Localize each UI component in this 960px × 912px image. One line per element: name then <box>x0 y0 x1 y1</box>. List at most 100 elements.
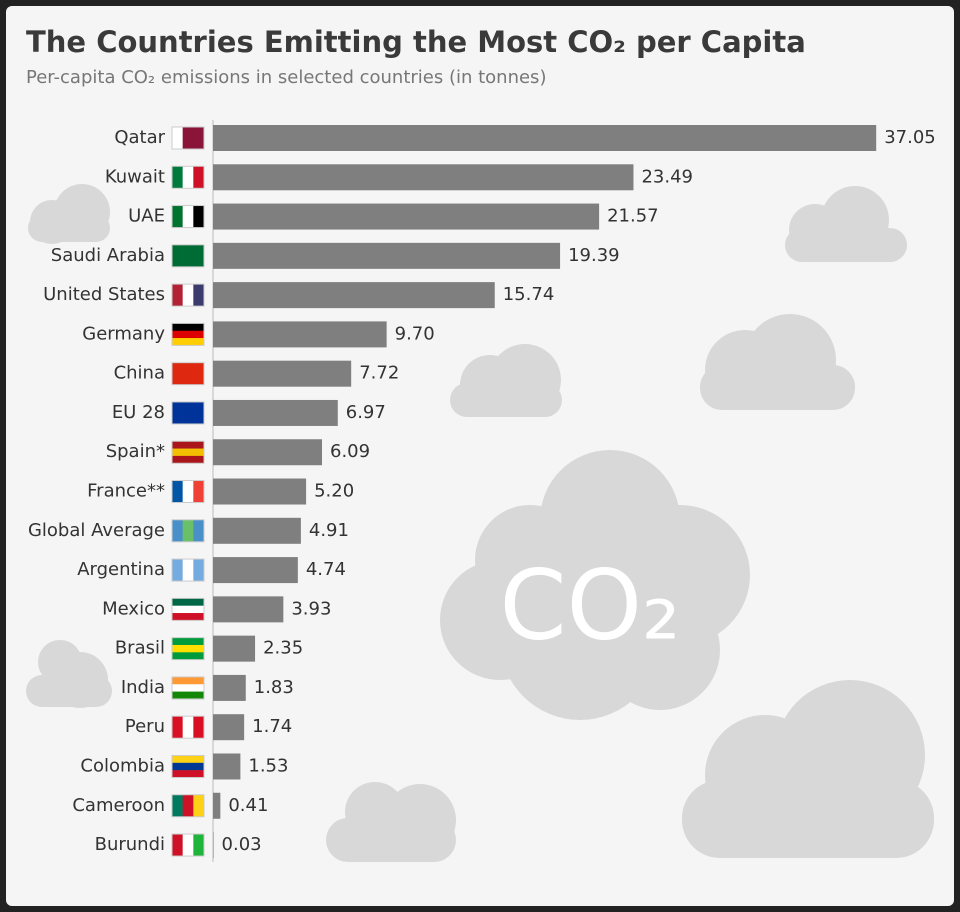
flag-border <box>171 715 205 739</box>
category-label: Peru <box>125 716 165 737</box>
bar <box>213 635 256 662</box>
bar <box>213 832 214 859</box>
flag-stripe <box>182 127 194 149</box>
value-label: 4.91 <box>309 520 349 541</box>
flag-border <box>171 126 205 150</box>
category-label: Burundi <box>95 834 165 855</box>
flag-stripe <box>182 205 194 228</box>
flag-border <box>171 833 205 857</box>
flag-border <box>171 597 205 621</box>
category-label: EU 28 <box>112 402 165 423</box>
category-label: Brasil <box>115 638 165 659</box>
flag-stripe <box>182 559 194 582</box>
flag-stripe <box>172 323 204 332</box>
flag-stripe <box>172 605 204 614</box>
flag-border <box>171 322 205 346</box>
flag-stripe <box>193 244 205 267</box>
value-label: 21.57 <box>607 206 659 227</box>
category-label: UAE <box>128 206 165 227</box>
flag-stripe <box>172 794 183 817</box>
bar <box>213 203 600 230</box>
flag-stripe <box>172 770 204 778</box>
flag-stripe <box>193 834 205 857</box>
category-label: United States <box>43 284 165 305</box>
bar <box>213 439 323 466</box>
flag-stripe <box>193 716 205 739</box>
category-label: Spain* <box>106 441 165 462</box>
value-label: 7.72 <box>359 363 399 384</box>
cloud <box>28 184 110 244</box>
flag-stripe <box>193 166 205 189</box>
flag-border <box>171 205 205 229</box>
flag-stripe <box>172 284 183 307</box>
flag-stripe <box>172 684 204 692</box>
value-label: 1.83 <box>254 677 294 698</box>
flag-stripe <box>193 794 205 817</box>
flag-border <box>171 637 205 661</box>
flag-stripe <box>182 716 194 739</box>
cloud <box>326 782 456 862</box>
value-label: 15.74 <box>503 284 555 305</box>
flag-stripe <box>182 244 194 267</box>
clouds <box>26 184 934 862</box>
value-label: 5.20 <box>314 481 354 502</box>
category-label: India <box>121 677 165 698</box>
flag-stripe <box>172 441 204 449</box>
cloud <box>440 450 750 720</box>
bar <box>213 242 561 269</box>
flag-stripe <box>172 166 183 189</box>
flag-stripe <box>172 652 204 660</box>
category-label: Qatar <box>114 127 165 148</box>
flag-stripe <box>193 559 205 582</box>
flag-stripe <box>172 559 183 582</box>
cloud <box>785 186 907 262</box>
value-label: 0.03 <box>222 834 262 855</box>
value-label: 6.97 <box>346 402 386 423</box>
flag-stripe <box>182 480 194 503</box>
flag-stripe <box>182 284 194 307</box>
chart-title: The Countries Emitting the Most CO₂ per … <box>26 25 806 59</box>
category-label: France** <box>87 481 165 502</box>
flag-stripe <box>172 644 204 653</box>
flag-stripe <box>182 362 194 385</box>
value-label: 23.49 <box>641 166 693 187</box>
flag-stripe <box>172 205 183 228</box>
flag-stripe <box>172 244 183 267</box>
flag-stripe <box>193 127 205 149</box>
flag-stripe <box>172 362 183 385</box>
flag-stripe <box>182 166 194 189</box>
category-label: China <box>114 363 165 384</box>
bar <box>213 674 246 701</box>
co2-label: CO₂ <box>499 549 680 661</box>
flag-stripe <box>172 691 204 700</box>
flag-stripe <box>172 127 183 149</box>
cloud <box>682 680 934 858</box>
flag-border <box>171 362 205 386</box>
value-label: 6.09 <box>330 441 370 462</box>
flag-stripe <box>172 762 204 771</box>
flag-stripe <box>172 613 204 621</box>
flag-border <box>171 440 205 464</box>
flag-border <box>171 283 205 307</box>
category-label: Kuwait <box>105 166 165 187</box>
flag-border <box>171 480 205 504</box>
bar <box>213 714 245 741</box>
value-label: 0.41 <box>228 795 268 816</box>
flag-border <box>171 754 205 778</box>
flag-stripe <box>172 834 183 857</box>
flag-stripe <box>182 519 194 542</box>
flag-stripe <box>193 362 205 385</box>
bar <box>213 753 241 780</box>
bar <box>213 517 301 544</box>
flag-border <box>171 794 205 818</box>
category-label: Germany <box>82 323 165 344</box>
chart-subtitle: Per-capita CO₂ emissions in selected cou… <box>26 67 546 88</box>
flag-stripe <box>193 401 205 424</box>
value-label: 3.93 <box>291 598 331 619</box>
flag-stripe <box>172 448 204 457</box>
flag-stripe <box>182 794 194 817</box>
category-label: Cameroon <box>72 795 165 816</box>
flag-stripe <box>182 401 194 424</box>
flag-border <box>171 244 205 268</box>
